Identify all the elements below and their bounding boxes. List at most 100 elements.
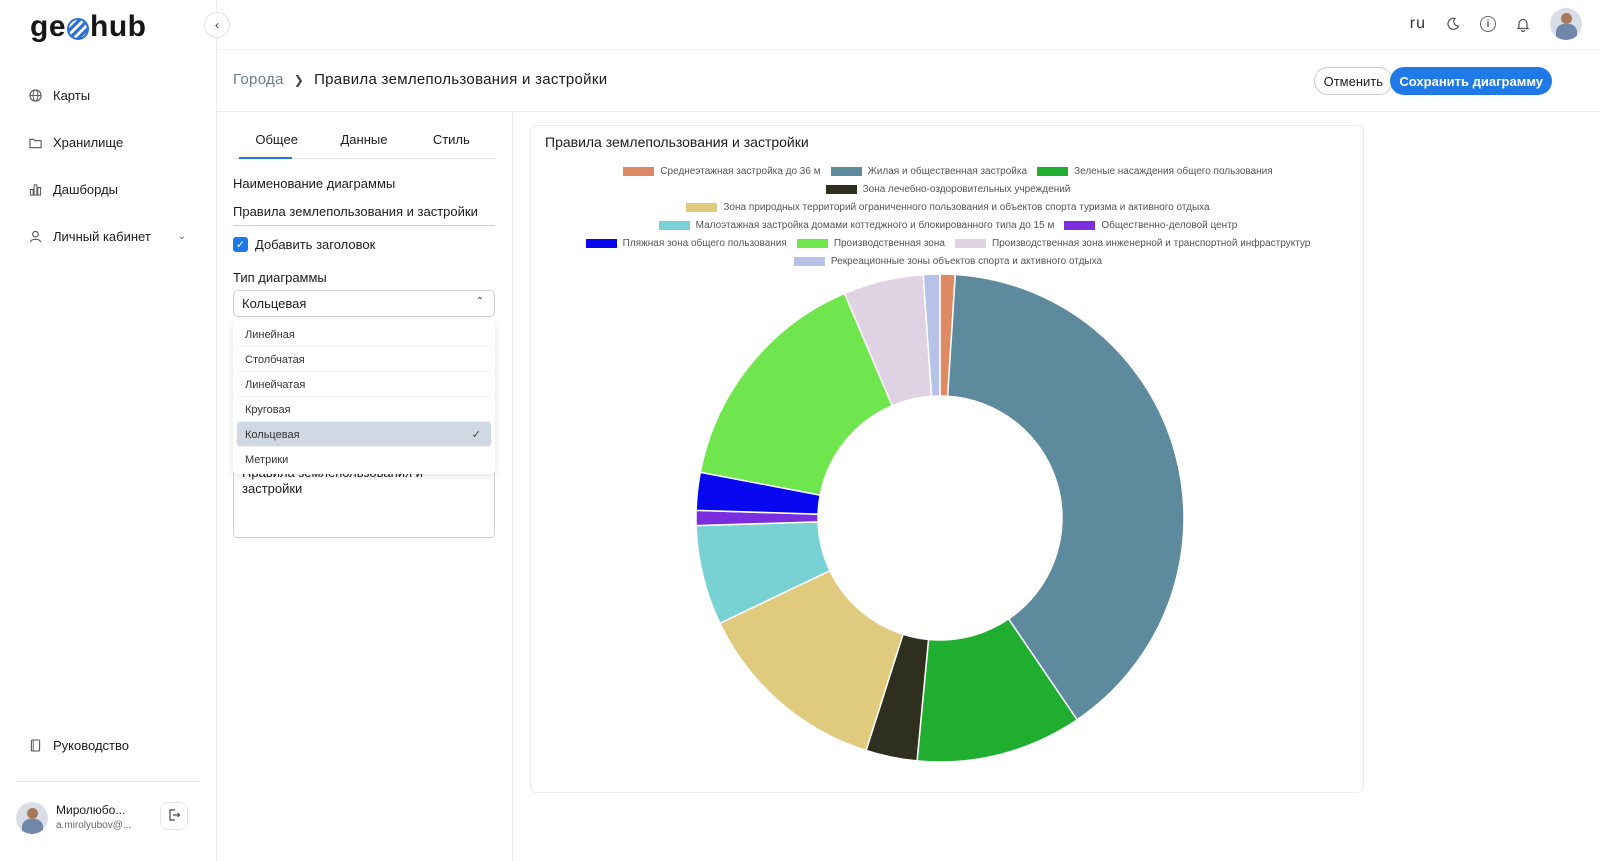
legend-swatch: [686, 202, 718, 212]
donut-slice[interactable]: [699, 292, 894, 497]
sidebar-divider: [16, 781, 200, 782]
sidebar-item-guide[interactable]: Руководство: [0, 722, 216, 769]
legend-label: Зона природных территорий ограниченного …: [723, 201, 1210, 213]
legend-swatch: [1037, 166, 1069, 176]
sidebar-item-label: Хранилище: [53, 135, 124, 150]
language-switch[interactable]: ru: [1409, 15, 1426, 32]
avatar[interactable]: [16, 802, 48, 834]
cancel-button[interactable]: Отменить: [1313, 67, 1393, 95]
legend-swatch: [623, 166, 655, 176]
sidebar-guide: Руководство: [0, 722, 216, 769]
user-name: Миролюбо...: [56, 803, 126, 817]
legend-item[interactable]: Зона лечебно-оздоровительных учреждений: [825, 183, 1071, 195]
chevron-up-icon: ⌃: [475, 296, 484, 307]
topbar: ru i: [217, 0, 1600, 50]
chart-type-option-selected[interactable]: Кольцевая ✓: [237, 422, 491, 447]
chart-name-label: Наименование диаграммы: [233, 176, 396, 191]
sidebar-item-dashboards[interactable]: Дашборды: [0, 166, 216, 213]
save-chart-button[interactable]: Сохранить диаграмму: [1390, 67, 1552, 95]
user-card: Миролюбо... a.mirolyubov@...: [16, 798, 200, 838]
legend-row: Среднеэтажная застройка до 36 м Жилая и о…: [531, 162, 1365, 180]
legend-swatch: [825, 184, 857, 194]
legend-swatch: [793, 256, 825, 266]
legend-swatch: [658, 220, 690, 230]
legend-item[interactable]: Зона природных территорий ограниченного …: [686, 201, 1210, 213]
profile-avatar[interactable]: [1550, 8, 1582, 40]
info-icon[interactable]: i: [1480, 16, 1496, 32]
topbar-actions: ru i: [1410, 8, 1582, 40]
legend-row: Малоэтажная застройка домами коттеджного…: [531, 216, 1365, 234]
tab-data[interactable]: Данные: [340, 132, 388, 147]
legend-label: Производственная зона инженерной и транс…: [991, 237, 1311, 249]
legend-item[interactable]: Среднеэтажная застройка до 36 м: [623, 165, 821, 177]
legend-row: Зона природных территорий ограниченного …: [531, 198, 1365, 216]
legend-swatch: [1064, 220, 1096, 230]
logout-icon: [167, 808, 181, 825]
add-title-label: Добавить заголовок: [255, 237, 376, 252]
donut-chart: [695, 273, 1185, 763]
moon-icon[interactable]: [1444, 15, 1462, 33]
donut-slice[interactable]: [922, 273, 941, 398]
logout-button[interactable]: [160, 802, 188, 830]
legend-label: Зеленые насаждения общего пользования: [1074, 165, 1273, 177]
sidebar-item-maps[interactable]: Карты: [0, 72, 216, 119]
bell-icon[interactable]: [1514, 15, 1532, 33]
chart-type-option[interactable]: Круговая: [237, 397, 491, 422]
logo-text-left: ge: [30, 10, 67, 43]
legend-item[interactable]: Малоэтажная застройка домами коттеджного…: [658, 219, 1055, 231]
sidebar-item-storage[interactable]: Хранилище: [0, 119, 216, 166]
breadcrumb: Города ❯ Правила землепользования и заст…: [233, 71, 607, 88]
legend-label: Среднеэтажная застройка до 36 м: [660, 165, 821, 177]
chart-type-select[interactable]: Кольцевая ⌃: [233, 290, 495, 317]
add-title-checkbox[interactable]: ✓: [233, 237, 248, 252]
chart-type-option[interactable]: Линейная: [237, 322, 491, 347]
sidebar-item-label: Личный кабинет: [53, 229, 151, 244]
book-icon: [28, 739, 42, 753]
tab-style[interactable]: Стиль: [432, 132, 470, 147]
chart-settings-panel: Общее Данные Стиль Наименование диаграмм…: [217, 112, 513, 861]
legend-swatch: [796, 238, 828, 248]
chart-card: Правила землепользования и застройки Сре…: [530, 125, 1364, 793]
legend-label: Производственная зона: [833, 237, 945, 249]
legend-item[interactable]: Пляжная зона общего пользования: [585, 238, 787, 249]
legend-item[interactable]: Рекреационные зоны объектов спорта и акт…: [793, 255, 1103, 267]
settings-tabs: Общее Данные Стиль: [233, 126, 495, 159]
legend-label: Рекреационные зоны объектов спорта и акт…: [830, 255, 1103, 267]
legend-label: Общественно-деловой центр: [1101, 219, 1238, 231]
sidebar-nav: Карты Хранилище Дашборды Личный кабинет: [0, 72, 216, 260]
legend-label: Зона лечебно-оздоровительных учреждений: [862, 183, 1071, 195]
legend-item[interactable]: Зеленые насаждения общего пользования: [1037, 166, 1273, 177]
chart-type-option[interactable]: Столбчатая: [237, 347, 491, 372]
donut-slice[interactable]: [718, 569, 904, 752]
legend-swatch: [585, 238, 617, 248]
logo[interactable]: ge hub: [30, 10, 147, 44]
chart-type-option[interactable]: Линейчатая: [237, 372, 491, 397]
bar-chart-icon: [28, 183, 42, 197]
tab-general[interactable]: Общее: [233, 126, 320, 159]
page-title: Правила землепользования и застройки: [314, 71, 608, 88]
collapse-sidebar-button[interactable]: ‹: [204, 12, 230, 38]
donut-slice[interactable]: [946, 273, 1185, 721]
sidebar-item-label: Дашборды: [53, 182, 118, 197]
add-title-row: ✓ Добавить заголовок: [233, 237, 375, 252]
breadcrumb-parent[interactable]: Города: [233, 71, 284, 88]
chart-type-option[interactable]: Метрики: [245, 454, 289, 466]
legend-item[interactable]: Общественно-деловой центр: [1064, 220, 1237, 231]
user-icon: [28, 230, 42, 244]
chart-type-dropdown: Линейная Столбчатая Линейчатая Круговая …: [233, 320, 495, 474]
chart-name-input[interactable]: Правила землепользования и застройки: [233, 201, 495, 226]
chevron-down-icon[interactable]: ⌄: [177, 231, 186, 242]
legend-swatch: [954, 238, 986, 248]
user-info: Миролюбо... a.mirolyubov@...: [56, 803, 148, 833]
chart-type-label: Тип диаграммы: [233, 270, 327, 285]
legend-swatch: [830, 166, 862, 176]
chart-legend: Среднеэтажная застройка до 36 м Жилая и о…: [531, 162, 1365, 270]
legend-item[interactable]: Производственная зона инженерной и транс…: [954, 237, 1311, 249]
sidebar-item-account[interactable]: Личный кабинет ⌄: [0, 213, 216, 260]
legend-item[interactable]: Производственная зона: [796, 237, 945, 249]
legend-label: Малоэтажная застройка домами коттеджного…: [695, 219, 1055, 231]
sidebar-item-label: Карты: [53, 88, 91, 103]
check-icon: ✓: [471, 429, 481, 441]
legend-item[interactable]: Жилая и общественная застройка: [830, 166, 1027, 177]
